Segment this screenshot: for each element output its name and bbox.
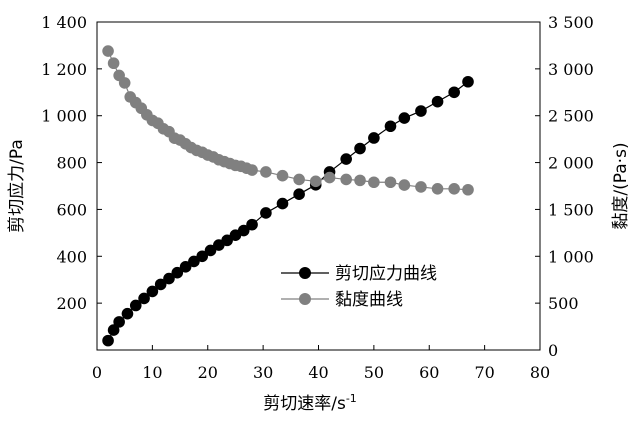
data-point (179, 261, 192, 273)
data-point (102, 45, 114, 57)
data-point (246, 164, 258, 176)
data-point (276, 169, 289, 182)
data-point (340, 153, 352, 165)
x-tick-label: 40 (308, 363, 328, 382)
data-point (368, 176, 380, 189)
data-point (146, 285, 159, 298)
legend: 剪切应力曲线 黏度曲线 (281, 264, 437, 310)
x-axis: 0 10 20 30 40 50 60 70 80 (92, 345, 550, 382)
y-right-tick-label: 500 (548, 294, 579, 313)
legend-item-viscosity: 黏度曲线 (281, 290, 403, 310)
y-right-tick-label: 2 000 (548, 154, 594, 173)
series-shear-stress (102, 75, 474, 347)
y-left-tick-label: 400 (56, 247, 87, 266)
data-point (204, 244, 217, 257)
data-point (260, 207, 272, 219)
x-tick-label: 30 (253, 363, 273, 382)
y-right-tick-label: 0 (548, 341, 558, 360)
data-point (154, 278, 167, 291)
data-point (118, 77, 131, 89)
legend-item-shear-stress: 剪切应力曲线 (281, 264, 437, 284)
x-tick-label: 50 (364, 363, 384, 382)
y-left-tick-label: 800 (56, 154, 87, 173)
legend-marker-viscosity (299, 293, 311, 305)
data-point (246, 218, 258, 231)
y-axis-right: 0 500 1 000 1 500 2 000 2 500 3 000 3 500 (535, 13, 594, 360)
data-point (368, 132, 380, 144)
data-point (384, 120, 397, 133)
data-point (276, 197, 289, 210)
data-point (462, 183, 474, 196)
data-point (448, 183, 460, 195)
x-axis-title-superscript: -1 (346, 392, 357, 405)
data-point (398, 112, 411, 124)
data-point (129, 299, 142, 312)
data-point (415, 181, 427, 193)
y-left-tick-label: 200 (56, 294, 87, 313)
data-point (221, 234, 233, 247)
data-point (340, 173, 352, 186)
data-point (102, 334, 114, 347)
data-point (107, 324, 120, 336)
y-axis-right-title: 黏度/(Pa·s) (611, 142, 631, 229)
x-tick-label: 20 (198, 363, 218, 382)
series-viscosity (102, 45, 474, 196)
x-tick-label: 0 (92, 363, 102, 382)
data-point (113, 316, 125, 328)
y-left-tick-label: 600 (56, 200, 87, 219)
y-left-tick-label: 1 000 (41, 107, 87, 126)
data-point (462, 75, 474, 88)
data-point (293, 188, 305, 200)
data-point (354, 174, 366, 187)
y-axis-left: 200 400 600 800 1 000 1 200 1 400 (41, 13, 102, 313)
x-tick-label: 10 (142, 363, 162, 382)
data-point (309, 175, 322, 188)
data-point (354, 142, 366, 155)
y-left-tick-label: 1 400 (41, 13, 87, 32)
data-point (163, 272, 175, 285)
y-right-tick-label: 3 500 (548, 13, 594, 32)
legend-label-shear-stress: 剪切应力曲线 (335, 264, 437, 284)
x-tick-label: 80 (530, 363, 550, 382)
x-axis-title-text: 剪切速率/s (263, 394, 346, 414)
y-left-tick-label: 1 200 (41, 60, 87, 79)
legend-marker-shear-stress (299, 267, 311, 279)
y-right-tick-label: 1 000 (548, 247, 594, 266)
y-axis-left-title: 剪切应力/Pa (7, 139, 27, 233)
data-point (431, 183, 444, 195)
y-right-tick-label: 3 000 (548, 60, 594, 79)
data-point (384, 176, 397, 189)
y-right-tick-label: 1 500 (548, 200, 594, 219)
data-point (293, 173, 305, 186)
data-point (323, 171, 336, 184)
y-right-tick-label: 2 500 (548, 107, 594, 126)
data-point (171, 266, 184, 279)
data-point (448, 86, 460, 99)
data-point (196, 250, 209, 263)
data-point (121, 307, 134, 320)
data-point (398, 179, 411, 191)
data-point (107, 57, 120, 70)
data-point (415, 105, 427, 117)
data-point (431, 95, 444, 108)
data-point (138, 292, 150, 305)
x-tick-label: 70 (474, 363, 494, 382)
x-tick-label: 60 (419, 363, 439, 382)
data-point (237, 224, 250, 237)
series-layer (102, 45, 474, 347)
data-point (260, 166, 272, 178)
data-point (188, 255, 200, 268)
legend-label-viscosity: 黏度曲线 (335, 290, 403, 310)
x-axis-title: 剪切速率/s-1 (263, 392, 357, 414)
